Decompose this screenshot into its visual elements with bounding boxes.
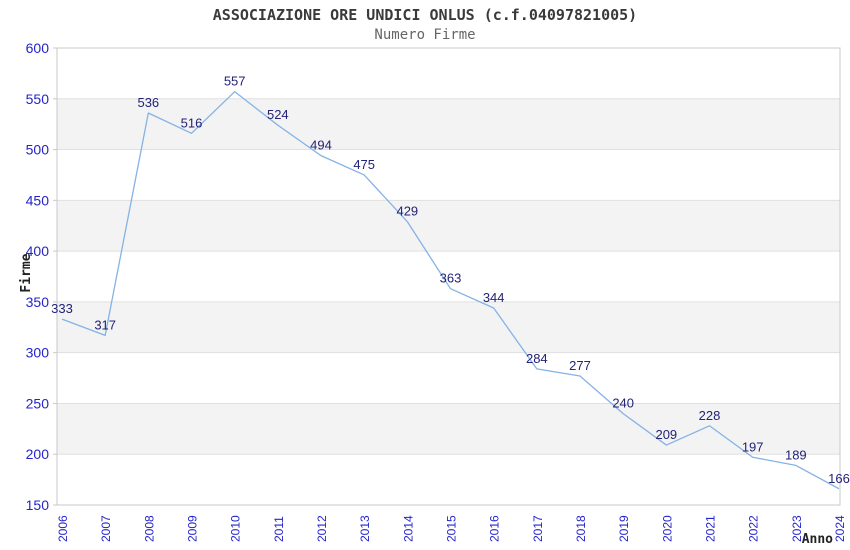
x-tick-label: 2012 — [315, 515, 329, 542]
data-point-label: 277 — [569, 358, 591, 373]
x-tick-label: 2018 — [574, 515, 588, 542]
x-tick-label: 2016 — [488, 515, 502, 542]
x-tick-label: 2015 — [445, 515, 459, 542]
data-point-label: 363 — [440, 271, 462, 286]
y-tick-label: 450 — [26, 192, 50, 208]
x-tick-label: 2019 — [617, 515, 631, 542]
data-point-label: 317 — [94, 317, 116, 332]
x-tick-label: 2009 — [186, 515, 200, 542]
data-point-label: 333 — [51, 301, 73, 316]
y-tick-label: 250 — [26, 395, 50, 411]
plot-band — [57, 200, 840, 252]
chart-subtitle: Numero Firme — [374, 27, 476, 43]
data-point-label: 189 — [785, 447, 807, 462]
y-tick-label: 200 — [26, 446, 50, 462]
data-point-label: 524 — [267, 107, 289, 122]
x-tick-label: 2022 — [747, 515, 761, 542]
x-tick-label: 2006 — [56, 515, 70, 542]
x-tick-label: 2013 — [358, 515, 372, 542]
y-tick-label: 550 — [26, 91, 50, 107]
data-point-label: 344 — [483, 290, 505, 305]
x-tick-label: 2014 — [401, 515, 415, 542]
plot-band — [57, 403, 840, 455]
x-tick-label: 2021 — [704, 515, 718, 542]
plot-band — [57, 98, 840, 150]
data-point-label: 494 — [310, 138, 332, 153]
y-tick-label: 600 — [26, 40, 50, 56]
x-tick-label: 2020 — [660, 515, 674, 542]
data-point-label: 228 — [699, 408, 721, 423]
data-point-label: 429 — [396, 204, 418, 219]
x-tick-label: 2024 — [833, 515, 847, 542]
x-tick-label: 2010 — [229, 515, 243, 542]
y-tick-label: 500 — [26, 142, 50, 158]
x-tick-label: 2007 — [99, 515, 113, 542]
y-tick-label: 150 — [26, 497, 50, 513]
plot-border — [56, 47, 841, 506]
x-tick-label: 2023 — [790, 515, 804, 542]
y-tick-label: 400 — [26, 243, 50, 259]
data-point-label: 197 — [742, 439, 764, 454]
data-point-label: 536 — [137, 95, 159, 110]
y-axis-title: Firme — [19, 253, 34, 292]
x-axis-title: Anno — [802, 532, 833, 547]
data-point-label: 284 — [526, 351, 548, 366]
data-point-label: 557 — [224, 74, 246, 89]
data-point-label: 166 — [828, 471, 850, 486]
x-tick-label: 2008 — [142, 515, 156, 542]
chart-title: ASSOCIAZIONE ORE UNDICI ONLUS (c.f.04097… — [212, 6, 638, 24]
plot-band — [57, 301, 840, 353]
data-point-label: 240 — [612, 396, 634, 411]
data-point-label: 516 — [181, 115, 203, 130]
x-tick-label: 2011 — [272, 516, 286, 542]
y-tick-label: 300 — [26, 345, 50, 361]
y-tick-label: 350 — [26, 294, 50, 310]
x-tick-label: 2017 — [531, 515, 545, 542]
data-line — [61, 91, 840, 490]
data-point-label: 209 — [655, 427, 677, 442]
data-point-label: 475 — [353, 157, 375, 172]
